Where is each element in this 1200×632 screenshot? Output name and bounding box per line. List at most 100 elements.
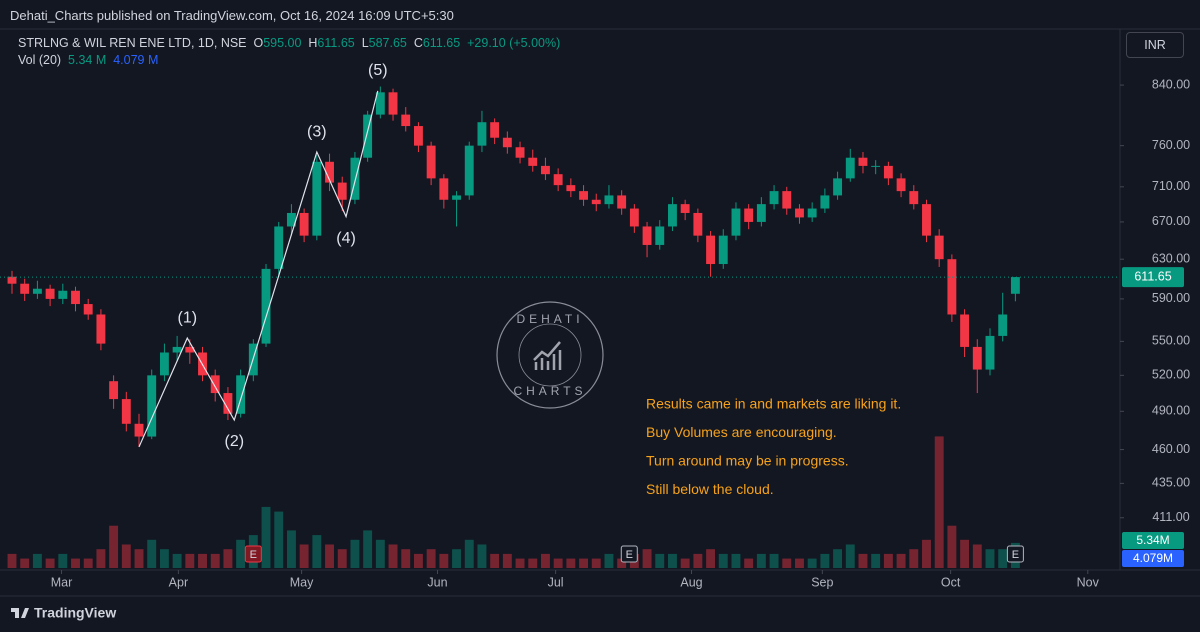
volume-bar	[147, 539, 157, 568]
candle-body	[502, 137, 512, 148]
volume-bar	[604, 553, 614, 568]
volume-bar	[299, 544, 309, 568]
annotation: Still below the cloud.	[646, 481, 774, 497]
watermark-bottom: CHARTS	[513, 384, 586, 398]
volume-bar	[198, 553, 207, 568]
candle-body	[756, 204, 766, 222]
earnings-label: E	[1012, 549, 1019, 561]
candle-body	[807, 208, 817, 218]
vol-ma-value: 4.079 M	[113, 53, 159, 67]
candle-body	[439, 178, 449, 200]
candle-body	[109, 381, 119, 400]
volume-bar	[985, 549, 995, 568]
x-tick-label: Apr	[169, 575, 188, 589]
candle-body	[261, 268, 271, 344]
candle-body	[515, 147, 525, 158]
volume-bar	[274, 511, 284, 568]
y-tick-label: 710.00	[1152, 179, 1190, 193]
candle-body	[363, 114, 373, 158]
wave-label: (1)	[177, 309, 197, 326]
change: +29.10 (+5.00%)	[467, 36, 561, 50]
volume-bar	[45, 558, 55, 568]
volume-line: Vol (20) 5.34 M 4.079 M	[18, 53, 158, 67]
watermark-icon	[533, 341, 562, 370]
volume-bar	[325, 544, 334, 568]
y-tick-label: 670.00	[1152, 214, 1190, 228]
volume-bar	[477, 544, 487, 568]
volume-bar	[960, 539, 970, 568]
y-tick-label: 550.00	[1152, 334, 1190, 348]
x-tick-label: Sep	[811, 575, 833, 589]
annotation: Buy Volumes are encouraging.	[646, 424, 837, 440]
volume-bar	[109, 525, 119, 568]
candle-body	[185, 346, 195, 353]
last-price-badge	[1122, 267, 1184, 288]
wave-label: (5)	[368, 62, 388, 79]
earnings-label: E	[626, 549, 633, 561]
candle-body	[45, 288, 55, 299]
volume-bar	[490, 553, 500, 568]
h-value: 611.65	[317, 36, 355, 50]
volume-bar	[617, 558, 627, 568]
wave-label: (2)	[224, 433, 244, 450]
candle-body	[744, 208, 754, 222]
candle-body	[947, 259, 957, 315]
o-label: O	[253, 36, 264, 50]
candle-body	[223, 393, 233, 414]
l-label: L	[361, 36, 369, 50]
volume-bar	[541, 553, 550, 568]
volume-bar	[236, 539, 246, 568]
earnings-label: E	[250, 549, 257, 561]
candle-body	[629, 208, 639, 227]
footer-brand: TradingView	[34, 605, 116, 621]
candle-body	[1010, 277, 1020, 294]
candle-body	[680, 204, 690, 213]
volume-bar	[655, 553, 665, 568]
volume-bar	[401, 549, 411, 568]
candle-body	[236, 375, 246, 414]
candle-body	[286, 212, 296, 227]
currency-button[interactable]: INR	[1126, 32, 1184, 58]
candle-body	[731, 208, 741, 236]
candle-body	[477, 122, 487, 146]
volume-bar	[693, 553, 703, 568]
l-value: 587.65	[368, 36, 407, 50]
candle-body	[337, 182, 347, 200]
annotation: Results came in and markets are liking i…	[646, 396, 901, 412]
x-tick-label: Aug	[680, 575, 702, 589]
volume-bar	[96, 549, 106, 568]
candle-body	[32, 288, 42, 294]
volume-bar	[159, 549, 169, 568]
wave-label: (3)	[307, 123, 327, 140]
volume-bar	[934, 436, 944, 568]
volume-bar	[20, 558, 30, 568]
o-value: 595.00	[263, 36, 302, 50]
logo-mark	[11, 608, 29, 618]
volume-bar	[731, 553, 741, 568]
volume-bar	[680, 558, 690, 568]
vol-ma-badge	[1122, 550, 1184, 567]
volume-bar	[998, 549, 1008, 568]
volume-bar	[375, 539, 385, 568]
candle-body	[960, 314, 970, 347]
earnings-marker	[244, 545, 262, 563]
candle-body	[134, 423, 144, 437]
symbol-line: STRLNG & WIL REN ENE LTD, 1D, NSE O595.0…	[18, 36, 560, 50]
volume-bar	[566, 558, 576, 568]
volume-bar	[718, 553, 728, 568]
volume-bar	[528, 558, 538, 568]
volume-bar	[909, 549, 919, 568]
volume-bar	[744, 558, 754, 568]
volume-bar	[350, 539, 360, 568]
symbol: STRLNG & WIL REN ENE LTD, 1D, NSE	[18, 36, 247, 50]
candle-body	[159, 352, 169, 376]
candle-body	[490, 122, 500, 138]
candle-body	[388, 92, 398, 115]
candle-body	[426, 145, 436, 179]
volume-bar	[121, 544, 131, 568]
volume-bar	[286, 530, 296, 568]
candle-body	[401, 114, 411, 127]
candle-body	[591, 199, 601, 205]
candle-body	[71, 290, 80, 305]
